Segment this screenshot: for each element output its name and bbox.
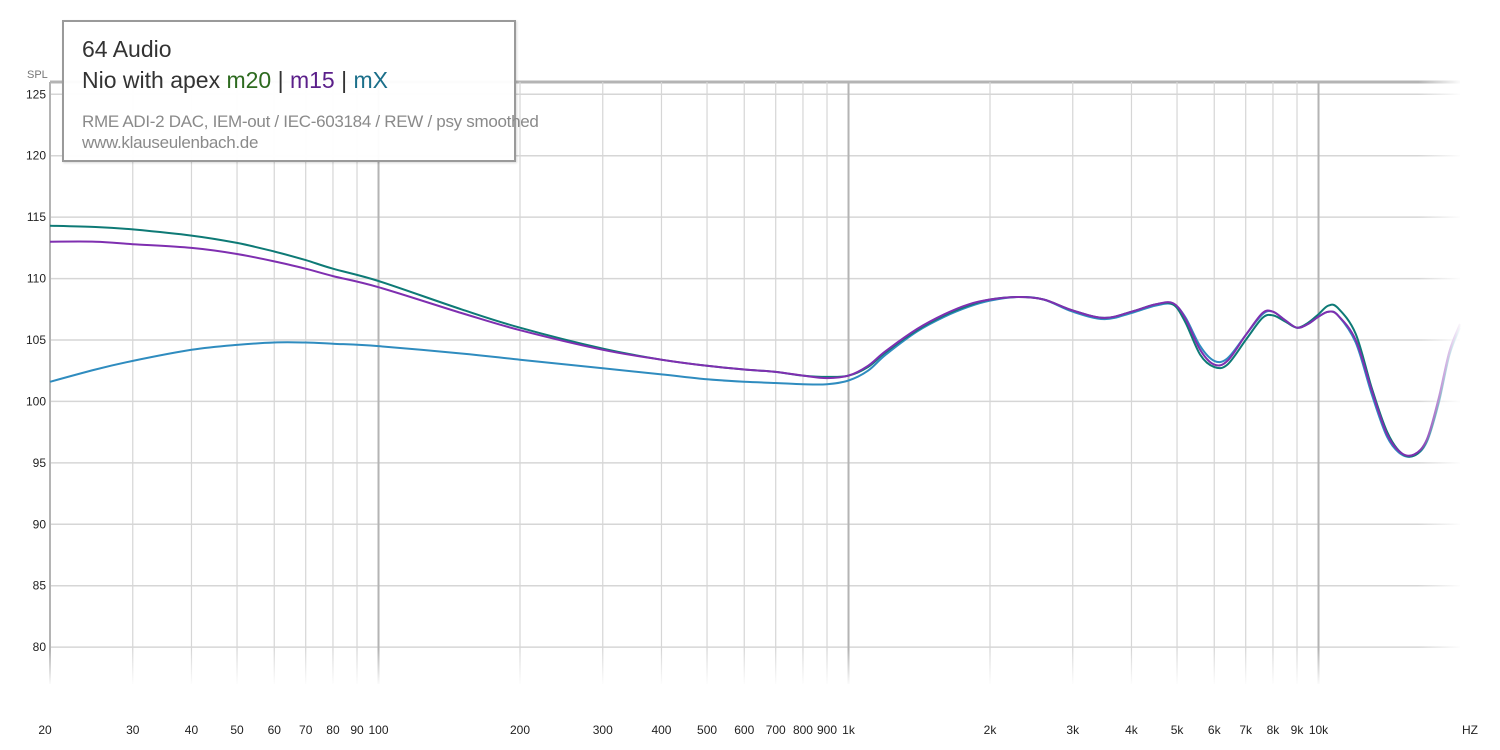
- legend-box: 64 Audio Nio with apex m20 | m15 | mX RM…: [62, 20, 539, 162]
- y-tick-label: 120: [26, 149, 46, 163]
- x-tick-label: 900: [817, 723, 837, 737]
- legend-series-mx: mX: [353, 67, 389, 93]
- x-tick-label: 20: [38, 723, 52, 737]
- x-tick-label: 1k: [842, 723, 856, 737]
- legend-series-m20: m20: [226, 67, 272, 93]
- legend-separator: |: [341, 67, 348, 93]
- x-tick-label: 50: [230, 723, 244, 737]
- y-tick-label: 105: [26, 333, 46, 347]
- legend-series-m15: m15: [289, 67, 335, 93]
- x-tick-label: 80: [326, 723, 340, 737]
- legend-brand: 64 Audio: [82, 36, 172, 62]
- x-tick-label: 10k: [1309, 723, 1329, 737]
- x-tick-label: 8k: [1267, 723, 1281, 737]
- response-curves: [49, 224, 1461, 458]
- y-tick-label: 90: [33, 517, 47, 531]
- y-tick-label: 125: [26, 87, 46, 101]
- y-tick-label: 115: [27, 210, 46, 224]
- measurement-setup: RME ADI-2 DAC, IEM-out / IEC-603184 / RE…: [82, 112, 539, 131]
- legend-separator: |: [277, 67, 284, 93]
- y-tick-label: 100: [26, 394, 46, 408]
- x-tick-label: 30: [126, 723, 140, 737]
- x-tick-label: 9k: [1291, 723, 1305, 737]
- x-tick-label: 200: [510, 723, 530, 737]
- series-line-mx: [49, 295, 1461, 458]
- legend-info: RME ADI-2 DAC, IEM-out / IEC-603184 / RE…: [82, 111, 539, 153]
- x-tick-label: 2k: [984, 723, 998, 737]
- website-url: www.klauseulenbach.de: [82, 133, 259, 152]
- x-tick-label: 90: [350, 723, 364, 737]
- y-tick-label: 85: [33, 579, 47, 593]
- bottom-fade: [40, 650, 1465, 686]
- x-tick-label: 40: [185, 723, 199, 737]
- x-axis-ticks: 20 30 40 50 60 70 80 90 100 200 300 400 500 600 700 800…: [38, 723, 1329, 737]
- series-line-m15: [49, 240, 1461, 457]
- x-tick-label: 100: [369, 723, 389, 737]
- x-tick-label: 5k: [1171, 723, 1185, 737]
- x-tick-label: 300: [593, 723, 613, 737]
- x-axis-label: HZ: [1462, 723, 1478, 737]
- x-tick-label: 7k: [1239, 723, 1253, 737]
- x-tick-label: 600: [734, 723, 754, 737]
- x-tick-label: 3k: [1066, 723, 1080, 737]
- y-axis-label: SPL: [27, 69, 48, 81]
- series-line-m20: [49, 224, 1461, 458]
- x-tick-label: 700: [766, 723, 786, 737]
- right-fade: [1418, 70, 1462, 690]
- x-tick-label: 500: [697, 723, 717, 737]
- y-tick-label: 95: [33, 456, 47, 470]
- y-tick-label: 110: [27, 272, 46, 286]
- x-tick-label: 70: [299, 723, 313, 737]
- x-tick-label: 4k: [1125, 723, 1139, 737]
- x-tick-label: 400: [651, 723, 671, 737]
- x-tick-label: 6k: [1208, 723, 1222, 737]
- x-tick-label: 800: [793, 723, 813, 737]
- legend-model-line: Nio with apex m20 | m15 | mX: [82, 67, 388, 94]
- x-tick-label: 60: [268, 723, 282, 737]
- legend-model: Nio with apex: [82, 67, 221, 93]
